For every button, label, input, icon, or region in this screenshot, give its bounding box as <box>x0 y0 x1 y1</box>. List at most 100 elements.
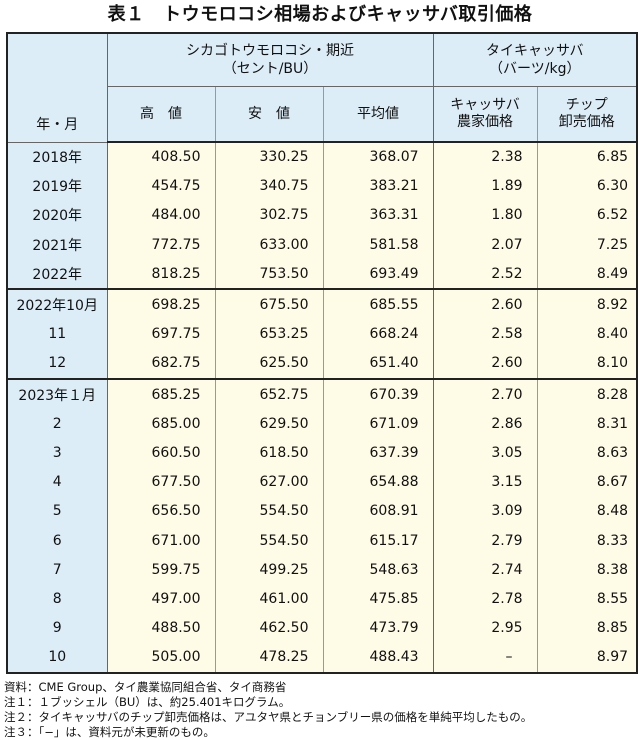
low-price-cell: 330.25 <box>215 142 324 172</box>
low-price-cell: 462.50 <box>215 613 324 643</box>
average-price-cell: 668.24 <box>323 319 434 349</box>
farm-price-cell: 2.38 <box>433 142 538 172</box>
table-row: 7 599.75 499.25 548.63 2.74 8.38 <box>7 555 638 585</box>
average-price-cell: 368.07 <box>323 142 434 172</box>
average-price-cell: 693.49 <box>323 259 434 291</box>
table-row: 9 488.50 462.50 473.79 2.95 8.85 <box>7 613 638 643</box>
year-month-cell: 7 <box>7 555 108 585</box>
farm-price-cell: 3.09 <box>433 496 538 526</box>
farm-price-cell: 2.07 <box>433 230 538 260</box>
farm-price-cell: 3.15 <box>433 467 538 497</box>
table-row: 12 682.75 625.50 651.40 2.60 8.10 <box>7 348 638 381</box>
chip-price-cell: 8.33 <box>537 525 638 556</box>
chip-price-cell: 8.49 <box>537 259 638 291</box>
high-price-header: 高 値 <box>107 86 216 143</box>
low-price-cell: 478.25 <box>215 642 324 673</box>
average-price-cell: 608.91 <box>323 496 434 526</box>
high-price-cell: 682.75 <box>107 348 216 381</box>
low-price-cell: 340.75 <box>215 171 324 201</box>
table-row: 2018年 408.50 330.25 368.07 2.38 6.85 <box>7 142 638 172</box>
chip-price-cell: 8.85 <box>537 613 638 643</box>
table-row: 2021年 772.75 633.00 581.58 2.07 7.25 <box>7 230 638 260</box>
farm-price-cell: 1.80 <box>433 200 538 231</box>
note-2: 注２：タイキャッサバのチップ卸売価格は、アユタヤ県とチョンブリー県の価格を単純平… <box>4 710 533 724</box>
note-3: 注３：「−」は、資料元が未更新のもの。 <box>4 725 215 739</box>
low-price-cell: 627.00 <box>215 467 324 497</box>
chip-price-cell: 6.30 <box>537 171 638 201</box>
year-month-cell: 2 <box>7 409 108 439</box>
table-title: 表１ トウモロコシ相場およびキャッサバ取引価格 <box>107 4 533 25</box>
year-month-cell: 8 <box>7 584 108 614</box>
thai-cassava-header-line1: タイキャッサバ <box>486 43 584 59</box>
chip-price-header-line2: 卸売価格 <box>558 114 615 130</box>
year-month-cell: 9 <box>7 613 108 643</box>
average-price-cell: 473.79 <box>323 613 434 643</box>
low-price-cell: 625.50 <box>215 348 324 381</box>
farm-price-cell: 2.78 <box>433 584 538 614</box>
average-price-cell: 637.39 <box>323 438 434 468</box>
low-price-cell: 652.75 <box>215 379 324 410</box>
low-price-cell: 653.25 <box>215 319 324 349</box>
table-row: 2019年 454.75 340.75 383.21 1.89 6.30 <box>7 171 638 201</box>
farm-price-header-line2: 農家価格 <box>457 114 514 130</box>
price-table: 年・月 シカゴトウモロコシ・期近 （セント/BU） タイキャッサバ （バーツ/k… <box>6 32 639 674</box>
year-month-cell: 2022年10月 <box>7 289 108 320</box>
table-row: 2023年１月 685.25 652.75 670.39 2.70 8.28 <box>7 379 638 410</box>
year-month-cell: 5 <box>7 496 108 526</box>
table-row: 2 685.00 629.50 671.09 2.86 8.31 <box>7 409 638 439</box>
farm-price-cell: 2.95 <box>433 613 538 643</box>
low-price-cell: 675.50 <box>215 289 324 320</box>
footnotes: 資料：CME Group、タイ農業協同組合省、タイ商務省 注１：１ブッシェル（B… <box>4 680 636 740</box>
high-price-cell: 671.00 <box>107 525 216 556</box>
year-month-cell: 4 <box>7 467 108 497</box>
year-month-cell: 2023年１月 <box>7 379 108 410</box>
average-price-cell: 548.63 <box>323 555 434 585</box>
chip-price-cell: 7.25 <box>537 230 638 260</box>
farm-price-cell: 2.79 <box>433 525 538 556</box>
low-price-cell: 554.50 <box>215 496 324 526</box>
chicago-corn-header-unit: （セント/BU） <box>222 61 318 77</box>
high-price-cell: 698.25 <box>107 289 216 320</box>
chicago-corn-header-line1: シカゴトウモロコシ・期近 <box>186 43 354 59</box>
farm-price-header: キャッサバ 農家価格 <box>433 86 538 143</box>
low-price-cell: 461.00 <box>215 584 324 614</box>
table-row: 5 656.50 554.50 608.91 3.09 8.48 <box>7 496 638 526</box>
average-price-cell: 363.31 <box>323 200 434 231</box>
chip-price-header-line1: チップ <box>565 97 608 113</box>
chip-price-cell: 8.92 <box>537 289 638 320</box>
year-month-cell: 3 <box>7 438 108 468</box>
year-month-cell: 2019年 <box>7 171 108 201</box>
year-month-cell: 10 <box>7 642 108 673</box>
average-price-cell: 615.17 <box>323 525 434 556</box>
high-price-cell: 660.50 <box>107 438 216 468</box>
thai-cassava-header: タイキャッサバ （バーツ/kg） <box>433 33 638 87</box>
low-price-cell: 629.50 <box>215 409 324 439</box>
high-price-cell: 497.00 <box>107 584 216 614</box>
farm-price-cell: 2.86 <box>433 409 538 439</box>
low-price-cell: 554.50 <box>215 525 324 556</box>
year-month-cell: 2018年 <box>7 142 108 172</box>
low-price-cell: 499.25 <box>215 555 324 585</box>
year-month-cell: 2020年 <box>7 200 108 231</box>
farm-price-cell: 2.60 <box>433 289 538 320</box>
year-month-cell: 12 <box>7 348 108 381</box>
average-price-cell: 475.85 <box>323 584 434 614</box>
average-price-cell: 581.58 <box>323 230 434 260</box>
note-1: 注１：１ブッシェル（BU）は、約25.401キログラム。 <box>4 695 291 709</box>
high-price-cell: 818.25 <box>107 259 216 291</box>
year-month-cell: 2022年 <box>7 259 108 291</box>
high-price-cell: 408.50 <box>107 142 216 172</box>
table-row: 2022年10月 698.25 675.50 685.55 2.60 8.92 <box>7 289 638 320</box>
average-price-cell: 654.88 <box>323 467 434 497</box>
chip-price-cell: 8.55 <box>537 584 638 614</box>
table-row: 11 697.75 653.25 668.24 2.58 8.40 <box>7 319 638 349</box>
thai-cassava-header-unit: （バーツ/kg） <box>489 61 581 77</box>
high-price-cell: 656.50 <box>107 496 216 526</box>
farm-price-cell: 3.05 <box>433 438 538 468</box>
table-row: 6 671.00 554.50 615.17 2.79 8.33 <box>7 525 638 556</box>
farm-price-header-line1: キャッサバ <box>450 97 520 113</box>
average-price-cell: 651.40 <box>323 348 434 381</box>
farm-price-cell: 2.60 <box>433 348 538 381</box>
high-price-cell: 599.75 <box>107 555 216 585</box>
farm-price-cell: 2.74 <box>433 555 538 585</box>
